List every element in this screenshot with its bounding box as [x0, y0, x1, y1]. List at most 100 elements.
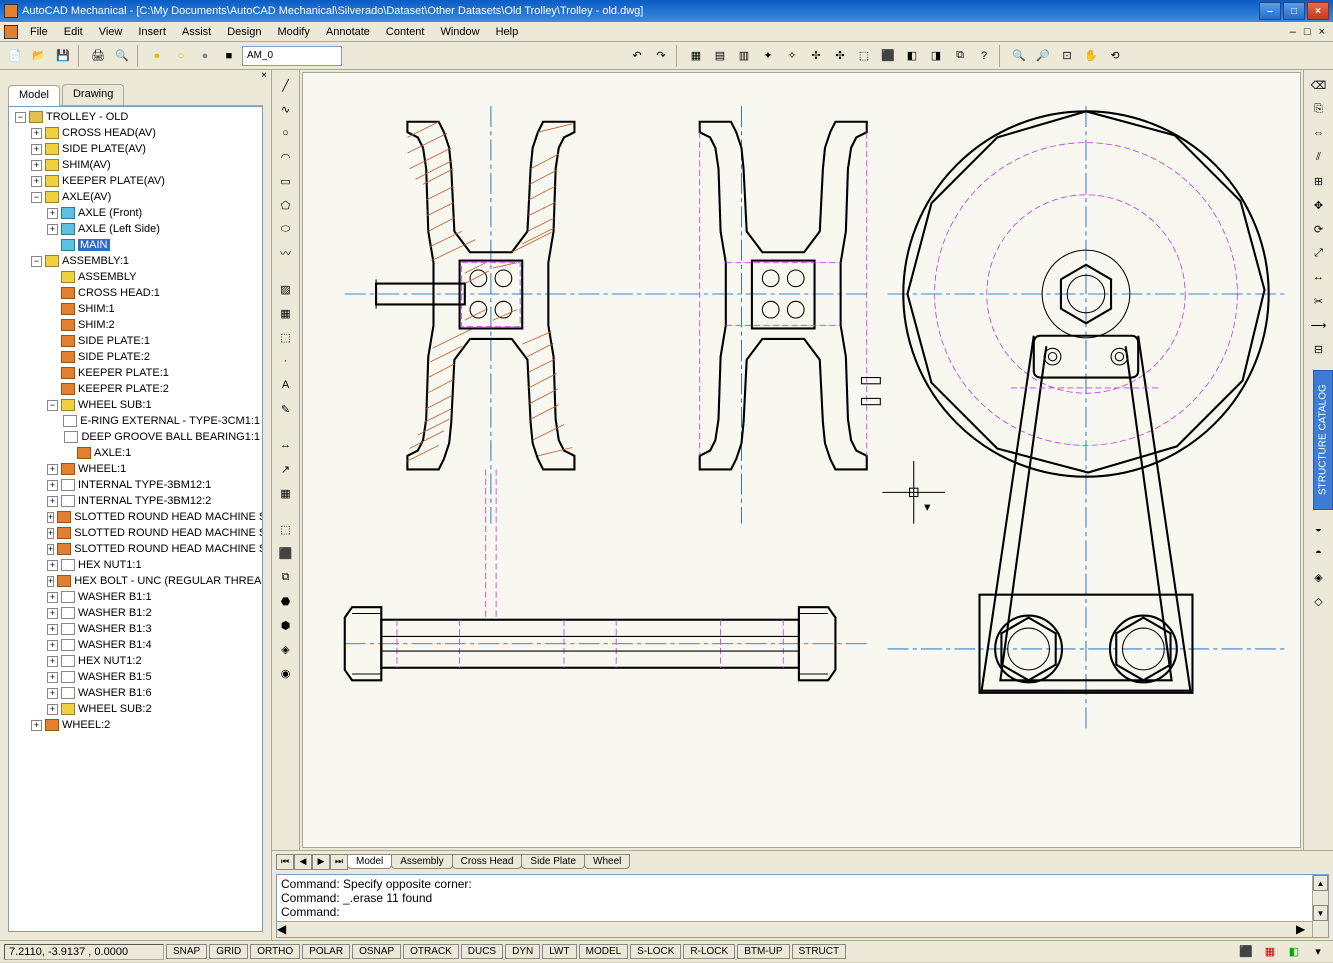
tree-item[interactable]: +WASHER B1:6: [11, 685, 260, 701]
tab-prev-icon[interactable]: ◀: [294, 854, 312, 870]
layout-tab-model[interactable]: Model: [347, 854, 392, 869]
tree-toggle-icon[interactable]: +: [47, 496, 58, 507]
mirror-icon[interactable]: ⇔: [1308, 122, 1330, 144]
structure-catalog-tab[interactable]: STRUCTURE CATALOG: [1313, 370, 1333, 510]
help-icon[interactable]: ?: [973, 45, 995, 67]
mdi-minimize[interactable]: –: [1290, 26, 1296, 38]
copy-icon[interactable]: ⎘: [1308, 98, 1330, 120]
tree-item[interactable]: +SLOTTED ROUND HEAD MACHINE SCR: [11, 525, 260, 541]
layout-tab-cross-head[interactable]: Cross Head: [452, 854, 523, 869]
tree-toggle-icon[interactable]: +: [47, 656, 58, 667]
m2-icon[interactable]: ⬛: [275, 542, 297, 564]
menu-assist[interactable]: Assist: [174, 24, 219, 40]
save-icon[interactable]: 💾: [52, 45, 74, 67]
layout-tab-assembly[interactable]: Assembly: [391, 854, 452, 869]
tab-model[interactable]: Model: [8, 85, 60, 106]
undo-icon[interactable]: ↶: [626, 45, 648, 67]
tree-toggle-icon[interactable]: +: [47, 512, 54, 523]
drawing-canvas[interactable]: ▾: [302, 72, 1301, 848]
tree-toggle-icon[interactable]: −: [31, 256, 42, 267]
status-toggle-grid[interactable]: GRID: [209, 944, 248, 959]
mdi-close[interactable]: ×: [1319, 26, 1325, 38]
tree-toggle-icon[interactable]: +: [47, 480, 58, 491]
tree-item[interactable]: +WASHER B1:3: [11, 621, 260, 637]
status-toggle-ducs[interactable]: DUCS: [461, 944, 503, 959]
tree-item[interactable]: +WHEEL:1: [11, 461, 260, 477]
tab-next-icon[interactable]: ▶: [312, 854, 330, 870]
m1-icon[interactable]: ⬚: [275, 518, 297, 540]
menu-content[interactable]: Content: [378, 24, 433, 40]
preview-icon[interactable]: 🔍: [111, 45, 133, 67]
table-icon[interactable]: ▦: [275, 482, 297, 504]
tree-item[interactable]: −AXLE(AV): [11, 189, 260, 205]
tree-toggle-icon[interactable]: +: [31, 720, 42, 731]
tab-last-icon[interactable]: ⏭: [330, 854, 348, 870]
print-icon[interactable]: 🖨: [87, 45, 109, 67]
tree-toggle-icon[interactable]: +: [47, 592, 58, 603]
tree-toggle-icon[interactable]: +: [47, 640, 58, 651]
m7-icon[interactable]: ◉: [275, 662, 297, 684]
tree-toggle-icon[interactable]: +: [31, 144, 42, 155]
mdi-restore[interactable]: □: [1304, 26, 1311, 38]
maximize-button[interactable]: □: [1283, 2, 1305, 20]
break-icon[interactable]: ⊟: [1308, 338, 1330, 360]
mod4-icon[interactable]: ◓: [1308, 542, 1330, 564]
tree-item[interactable]: +HEX NUT1:2: [11, 653, 260, 669]
rect-icon[interactable]: ▭: [275, 170, 297, 192]
tree-toggle-icon[interactable]: +: [47, 624, 58, 635]
tree-item[interactable]: +WHEEL:2: [11, 717, 260, 733]
tool-c-icon[interactable]: ▥: [733, 45, 755, 67]
trim-icon[interactable]: ✂: [1308, 290, 1330, 312]
erase-icon[interactable]: ⌫: [1308, 74, 1330, 96]
tool-f-icon[interactable]: ✢: [805, 45, 827, 67]
menu-edit[interactable]: Edit: [56, 24, 91, 40]
redo-icon[interactable]: ↷: [650, 45, 672, 67]
zoom-ext-icon[interactable]: ⊡: [1056, 45, 1078, 67]
status-toggle-otrack[interactable]: OTRACK: [403, 944, 459, 959]
zoom-prev-icon[interactable]: ⟲: [1104, 45, 1126, 67]
tree-item[interactable]: ASSEMBLY: [11, 269, 260, 285]
new-icon[interactable]: 📄: [4, 45, 26, 67]
tree-toggle-icon[interactable]: +: [47, 544, 54, 555]
tree-toggle-icon[interactable]: +: [31, 176, 42, 187]
minimize-button[interactable]: –: [1259, 2, 1281, 20]
tree-item[interactable]: KEEPER PLATE:2: [11, 381, 260, 397]
tool-a-icon[interactable]: ▦: [685, 45, 707, 67]
tree-item[interactable]: +WHEEL SUB:2: [11, 701, 260, 717]
tree-item[interactable]: +KEEPER PLATE(AV): [11, 173, 260, 189]
command-line[interactable]: Command: Specify opposite corner: Comman…: [276, 874, 1329, 938]
arc-icon[interactable]: ◠: [275, 146, 297, 168]
status-toggle-struct[interactable]: STRUCT: [792, 944, 847, 959]
tree-toggle-icon[interactable]: −: [15, 112, 26, 123]
menu-view[interactable]: View: [91, 24, 131, 40]
stretch-icon[interactable]: ↔: [1308, 266, 1330, 288]
m5-icon[interactable]: ⬢: [275, 614, 297, 636]
tree-item[interactable]: +HEX NUT1:1: [11, 557, 260, 573]
tree-toggle-icon[interactable]: +: [47, 528, 54, 539]
tool-d-icon[interactable]: ✦: [757, 45, 779, 67]
layout-tab-side-plate[interactable]: Side Plate: [521, 854, 585, 869]
tree-item[interactable]: −TROLLEY - OLD: [11, 109, 260, 125]
tree-item[interactable]: +INTERNAL TYPE-3BM12:2: [11, 493, 260, 509]
layer-icon[interactable]: ●: [146, 45, 168, 67]
tree-item[interactable]: +INTERNAL TYPE-3BM12:1: [11, 477, 260, 493]
tree-toggle-icon[interactable]: +: [47, 560, 58, 571]
tree-item[interactable]: SHIM:1: [11, 301, 260, 317]
menu-modify[interactable]: Modify: [269, 24, 317, 40]
region-icon[interactable]: ▦: [275, 302, 297, 324]
tree-item[interactable]: MAIN: [11, 237, 260, 253]
move-icon[interactable]: ✥: [1308, 194, 1330, 216]
poly-icon[interactable]: ⬠: [275, 194, 297, 216]
layer3-icon[interactable]: ●: [194, 45, 216, 67]
pline-icon[interactable]: ∿: [275, 98, 297, 120]
tree-item[interactable]: +SHIM(AV): [11, 157, 260, 173]
cmd-scroll-right-icon[interactable]: ▶: [1296, 922, 1312, 937]
cmd-scroll-up-icon[interactable]: ▲: [1313, 875, 1328, 891]
tree-item[interactable]: −ASSEMBLY:1: [11, 253, 260, 269]
menu-insert[interactable]: Insert: [130, 24, 174, 40]
tree-toggle-icon[interactable]: +: [47, 224, 58, 235]
status-toggle-model[interactable]: MODEL: [579, 944, 629, 959]
m3-icon[interactable]: ⧉: [275, 566, 297, 588]
tool-g-icon[interactable]: ✣: [829, 45, 851, 67]
tree-item[interactable]: +SLOTTED ROUND HEAD MACHINE SCR: [11, 541, 260, 557]
